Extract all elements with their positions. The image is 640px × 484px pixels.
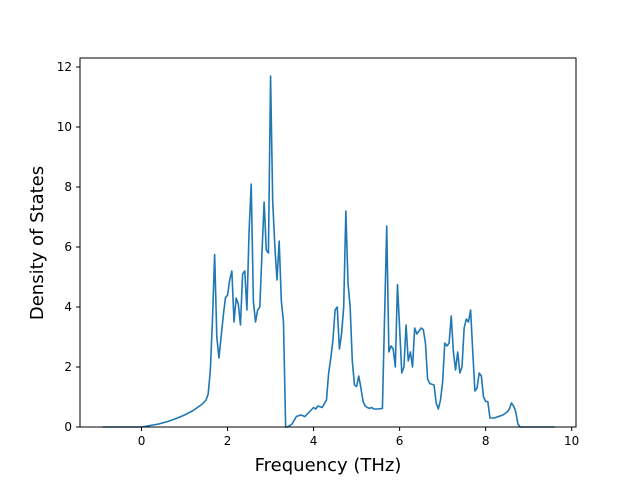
y-tick-label: 6 <box>64 240 72 254</box>
y-tick-label: 0 <box>64 420 72 434</box>
y-tick-label: 10 <box>57 120 72 134</box>
x-tick-label: 10 <box>564 434 579 448</box>
y-tick-label: 8 <box>64 180 72 194</box>
x-tick-label: 0 <box>138 434 146 448</box>
y-axis: 0 2 4 6 8 10 12 <box>57 60 80 434</box>
x-tick-label: 4 <box>310 434 318 448</box>
x-tick-label: 6 <box>396 434 404 448</box>
x-axis: 0 2 4 6 8 10 <box>138 427 579 448</box>
x-tick-label: 2 <box>224 434 232 448</box>
plot-area <box>102 75 556 428</box>
x-tick-label: 8 <box>482 434 490 448</box>
y-tick-label: 2 <box>64 360 72 374</box>
y-axis-label: Density of States <box>27 166 48 320</box>
series-line-0 <box>102 75 556 428</box>
y-tick-label: 4 <box>64 300 72 314</box>
y-tick-label: 12 <box>57 60 72 74</box>
axes-frame <box>79 57 577 428</box>
x-axis-label: Frequency (THz) <box>255 455 402 476</box>
